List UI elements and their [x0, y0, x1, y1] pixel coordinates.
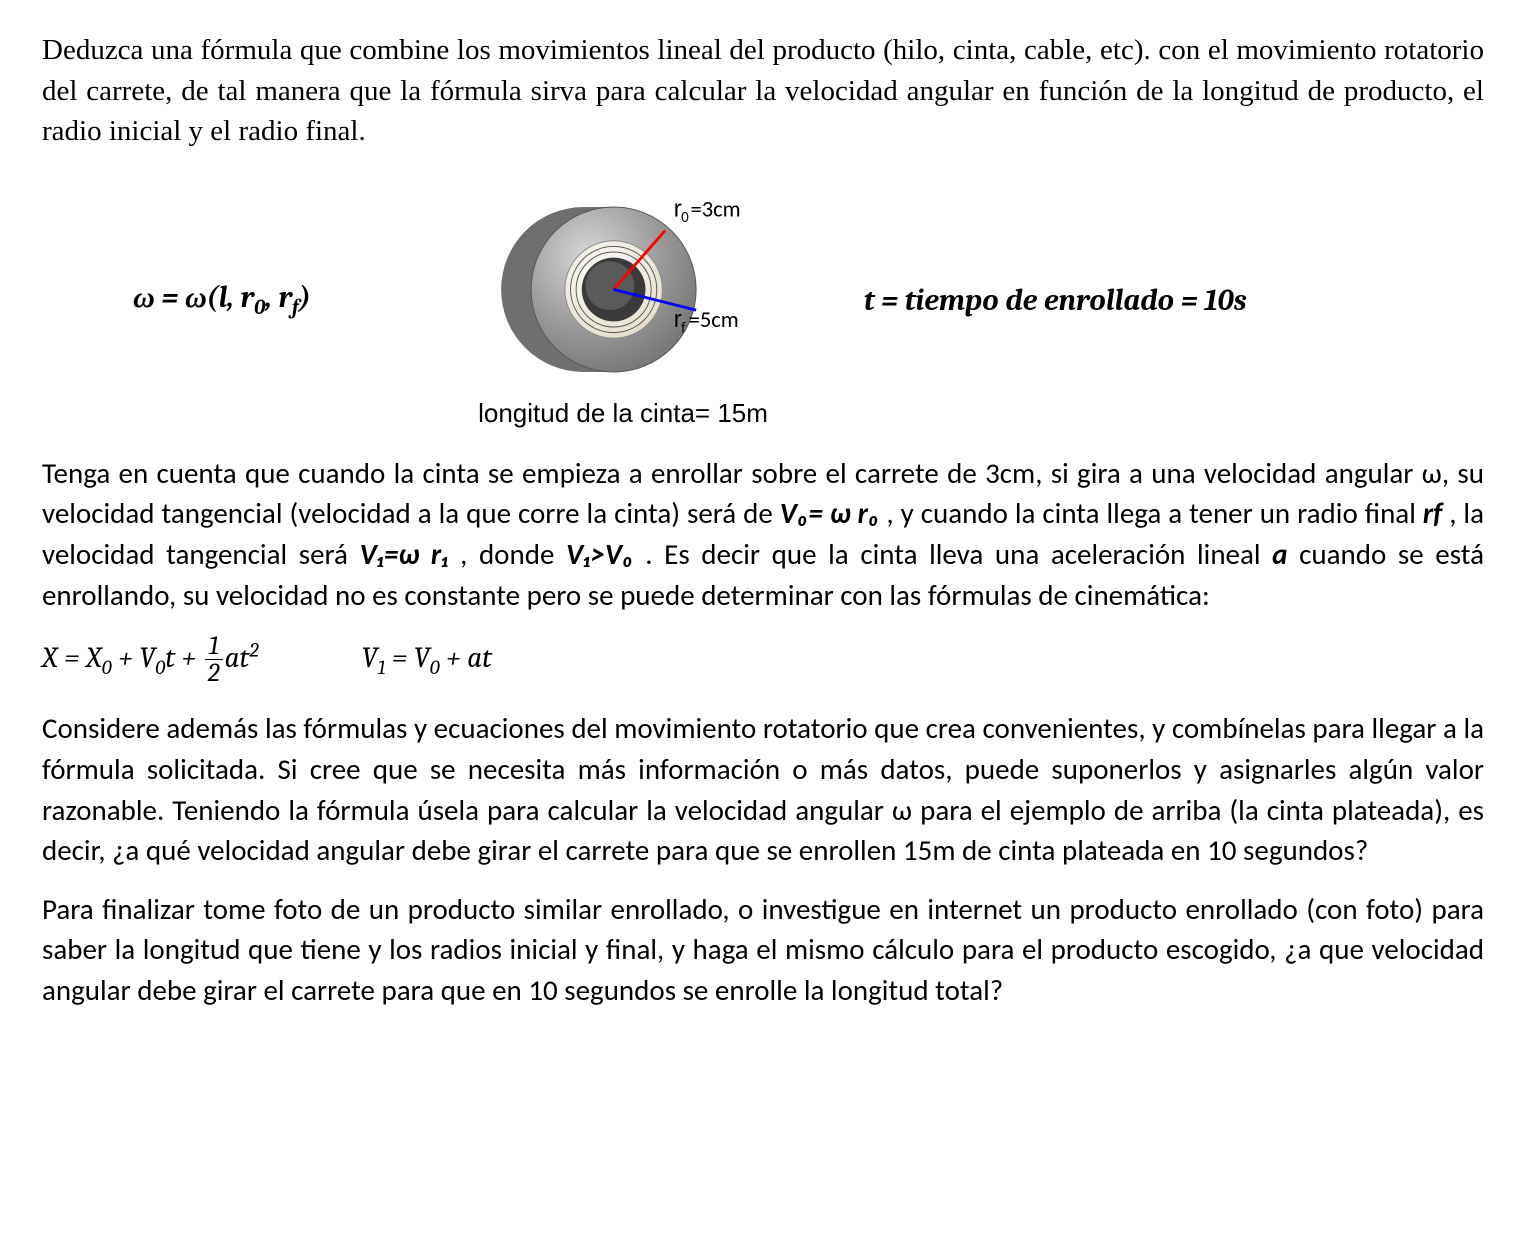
text-d: , donde — [460, 536, 566, 572]
svg-text:=3cm: =3cm — [691, 196, 741, 223]
eq-v: V1 = V0 + at — [361, 642, 492, 675]
time-expression: t = tiempo de enrollado = 10s — [864, 283, 1464, 318]
tape-roll-icon: r 0 =3cm r f =5cm — [473, 172, 773, 392]
intro-paragraph: Deduzca una fórmula que combine los movi… — [42, 30, 1484, 152]
eq-x: X = X0 + V0t + 12at2 — [42, 642, 265, 675]
formula-v1gtv0: V₁>V₀ — [566, 536, 634, 572]
text-b: , y cuando la cinta llega a tener un rad… — [886, 495, 1422, 531]
symbol-rf: rf — [1423, 495, 1442, 531]
svg-text:f: f — [681, 319, 686, 337]
tape-figure: r 0 =3cm r f =5cm longitud de la cinta= … — [443, 172, 803, 429]
text-e: . Es decir que la cinta lleva una aceler… — [645, 536, 1272, 572]
figure-row: ω = ω(l, r0, rf) — [42, 172, 1484, 429]
svg-text:=5cm: =5cm — [689, 307, 739, 334]
instructions-paragraph: Considere además las fórmulas y ecuacion… — [42, 708, 1484, 870]
kinematics-equations: X = X0 + V0t + 12at2 V1 = V0 + at — [42, 633, 1484, 686]
explanation-paragraph: Tenga en cuenta que cuando la cinta se e… — [42, 453, 1484, 615]
symbol-a: a — [1272, 536, 1287, 572]
svg-text:0: 0 — [681, 209, 689, 227]
omega-function-expression: ω = ω(l, r0, rf) — [62, 280, 382, 320]
formula-v1: V₁=ω r₁ — [360, 536, 449, 572]
formula-v0: V₀= ω r₀ — [780, 495, 880, 531]
final-task-paragraph: Para finalizar tome foto de un producto … — [42, 889, 1484, 1011]
figure-caption: longitud de la cinta= 15m — [478, 398, 768, 429]
